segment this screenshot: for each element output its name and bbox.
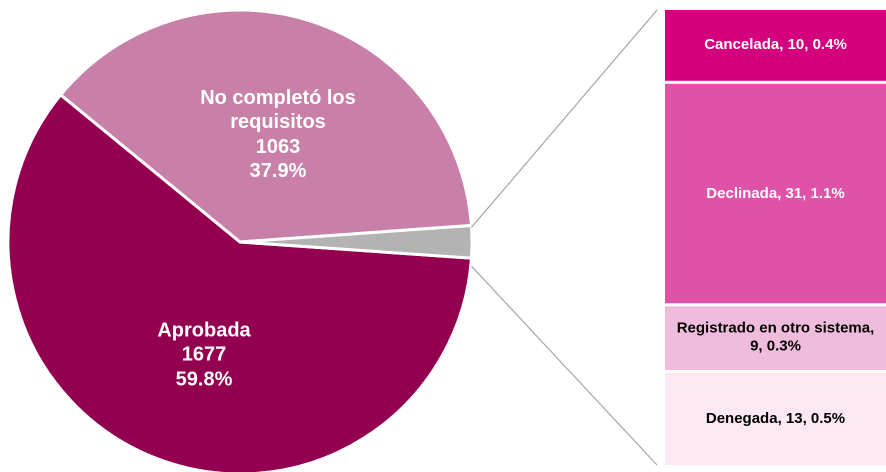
- slice-category: Aprobada: [157, 319, 251, 342]
- slice-percentage: 37.9%: [249, 160, 307, 183]
- pie-slice: [6, 92, 474, 472]
- slice-label: No completó los requisitos 1063 37.9%: [158, 86, 398, 184]
- slice-label: Aprobada 1677 59.8%: [84, 318, 324, 391]
- bar-label: Denegada, 13, 0.5%: [705, 409, 846, 427]
- bar-label: Cancelada, 10, 0.4%: [704, 36, 847, 54]
- bar-label: Registrado en otro sistema, 9, 0.3%: [676, 319, 875, 356]
- bar-segment: [665, 372, 886, 465]
- connector-line: [470, 265, 658, 466]
- pie-slice: [58, 8, 474, 244]
- slice-category: No completó los requisitos: [200, 87, 356, 134]
- bar-segment: [665, 10, 886, 81]
- slice-value: 1677: [181, 343, 227, 366]
- slice-value: 1063: [255, 136, 301, 158]
- bar-segment: [665, 306, 886, 370]
- connector-line: [470, 9, 658, 228]
- bar-label: Declinada, 31, 1.1%: [706, 184, 845, 202]
- slice-percentage: 59.8%: [175, 368, 233, 391]
- bar-segment: [665, 83, 886, 304]
- pie-slice: [239, 223, 474, 260]
